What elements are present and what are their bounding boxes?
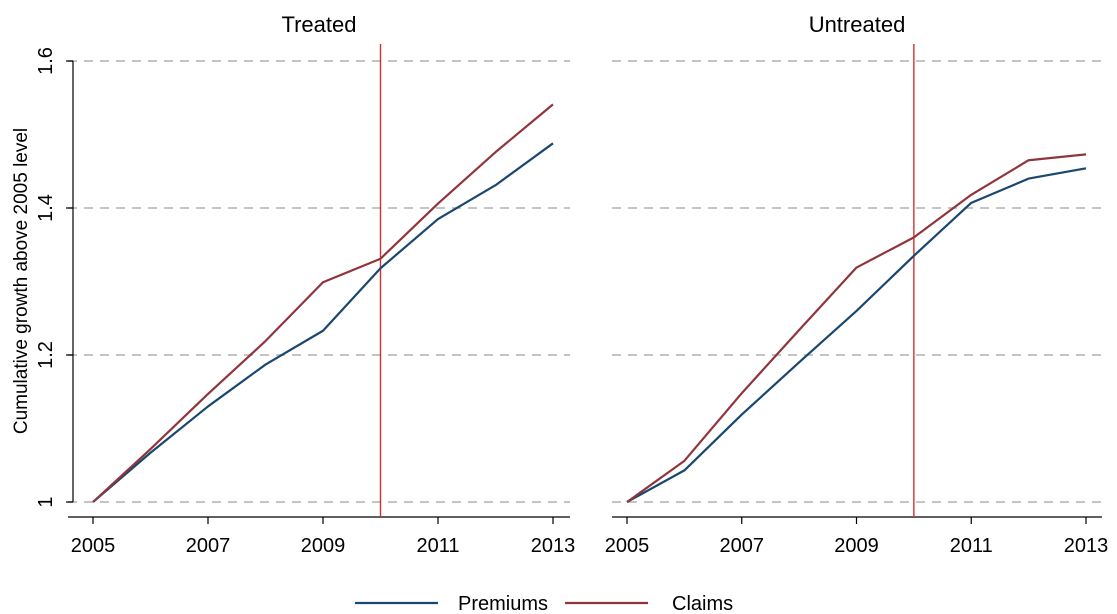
x-tick-label: 2009 <box>834 535 879 557</box>
y-tick-label: 1.2 <box>35 341 57 369</box>
y-tick-label: 1.4 <box>35 194 57 222</box>
legend-label: Premiums <box>458 593 548 614</box>
y-tick-label: 1 <box>35 496 57 507</box>
series-line-premiums <box>92 142 554 503</box>
panel-title: Untreated <box>809 12 906 37</box>
x-tick-label: 2009 <box>301 535 346 557</box>
panel-untreated: Untreated 2005 2007 2009 2011 2013 <box>605 12 1109 557</box>
legend: Premiums Claims <box>355 593 733 614</box>
y-tick-label: 1.6 <box>35 47 57 75</box>
y-axis-label: Cumulative growth above 2005 level <box>11 128 32 434</box>
series-line-claims <box>626 153 1087 503</box>
x-tick-label: 2007 <box>720 535 765 557</box>
x-tick-label: 2005 <box>605 535 650 557</box>
x-tick-label: 2013 <box>531 535 576 557</box>
series-line-claims <box>92 103 554 503</box>
legend-label: Claims <box>672 593 733 614</box>
x-tick-label: 2011 <box>416 535 459 557</box>
x-tick-label: 2011 <box>950 535 993 557</box>
series-line-premiums <box>626 167 1087 503</box>
x-tick-label: 2005 <box>71 535 116 557</box>
x-tick-label: 2007 <box>186 535 231 557</box>
panel-treated: Treated 2005 2007 2009 2011 2013 1 1.2 1.4 1.6 <box>35 12 575 557</box>
x-tick-label: 2013 <box>1064 535 1109 557</box>
panel-title: Treated <box>281 12 356 37</box>
